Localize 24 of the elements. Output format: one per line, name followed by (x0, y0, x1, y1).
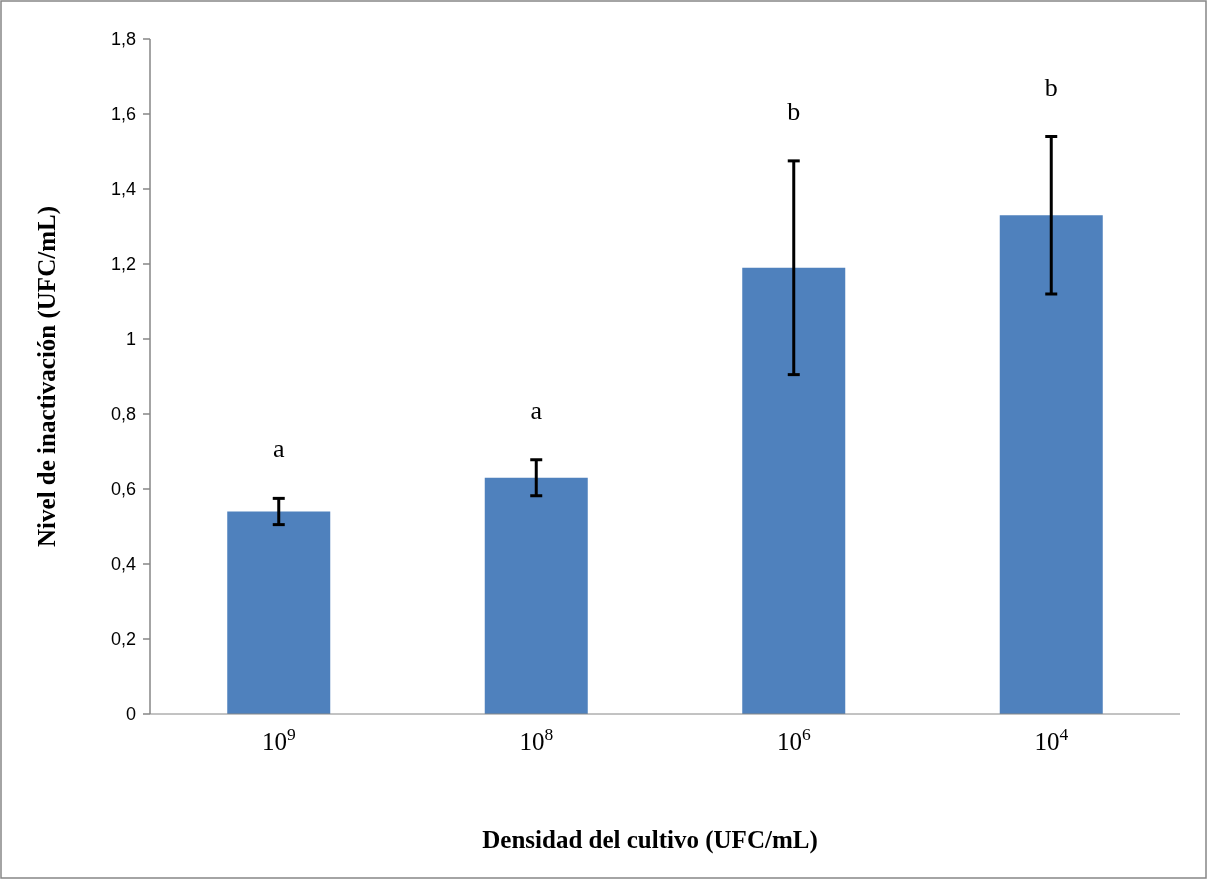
y-tick-label: 1,8 (110, 29, 136, 50)
y-tick-label: 1,6 (110, 104, 136, 125)
x-axis-title: Densidad del cultivo (UFC/mL) (482, 826, 818, 854)
annotation: a (272, 434, 285, 464)
bar (742, 267, 846, 714)
y-axis-title: Nivel de inactivación (UFC/mL) (33, 206, 61, 547)
annotation: b (1044, 72, 1058, 102)
x-tick-label: 10$^{6}$ (776, 724, 811, 755)
y-tick-label: 0,4 (110, 554, 136, 575)
y-tick-label: 1 (125, 329, 136, 350)
y-tick-label: 0,8 (110, 404, 136, 425)
y-tick-label: 0,6 (110, 479, 136, 500)
x-tick-label: 10$^{8}$ (519, 724, 554, 755)
y-tick-label: 0 (125, 704, 136, 725)
x-tick-label: 10$^{9}$ (261, 724, 296, 755)
annotation: b (787, 96, 801, 126)
bar (227, 511, 331, 714)
y-tick-label: 1,2 (110, 254, 136, 275)
bar (484, 477, 588, 714)
y-tick-label: 1,4 (110, 179, 136, 200)
x-tick-label: 10$^{4}$ (1034, 724, 1069, 755)
bar (999, 215, 1103, 714)
y-tick-label: 0,2 (110, 629, 136, 650)
annotation: a (530, 395, 543, 425)
